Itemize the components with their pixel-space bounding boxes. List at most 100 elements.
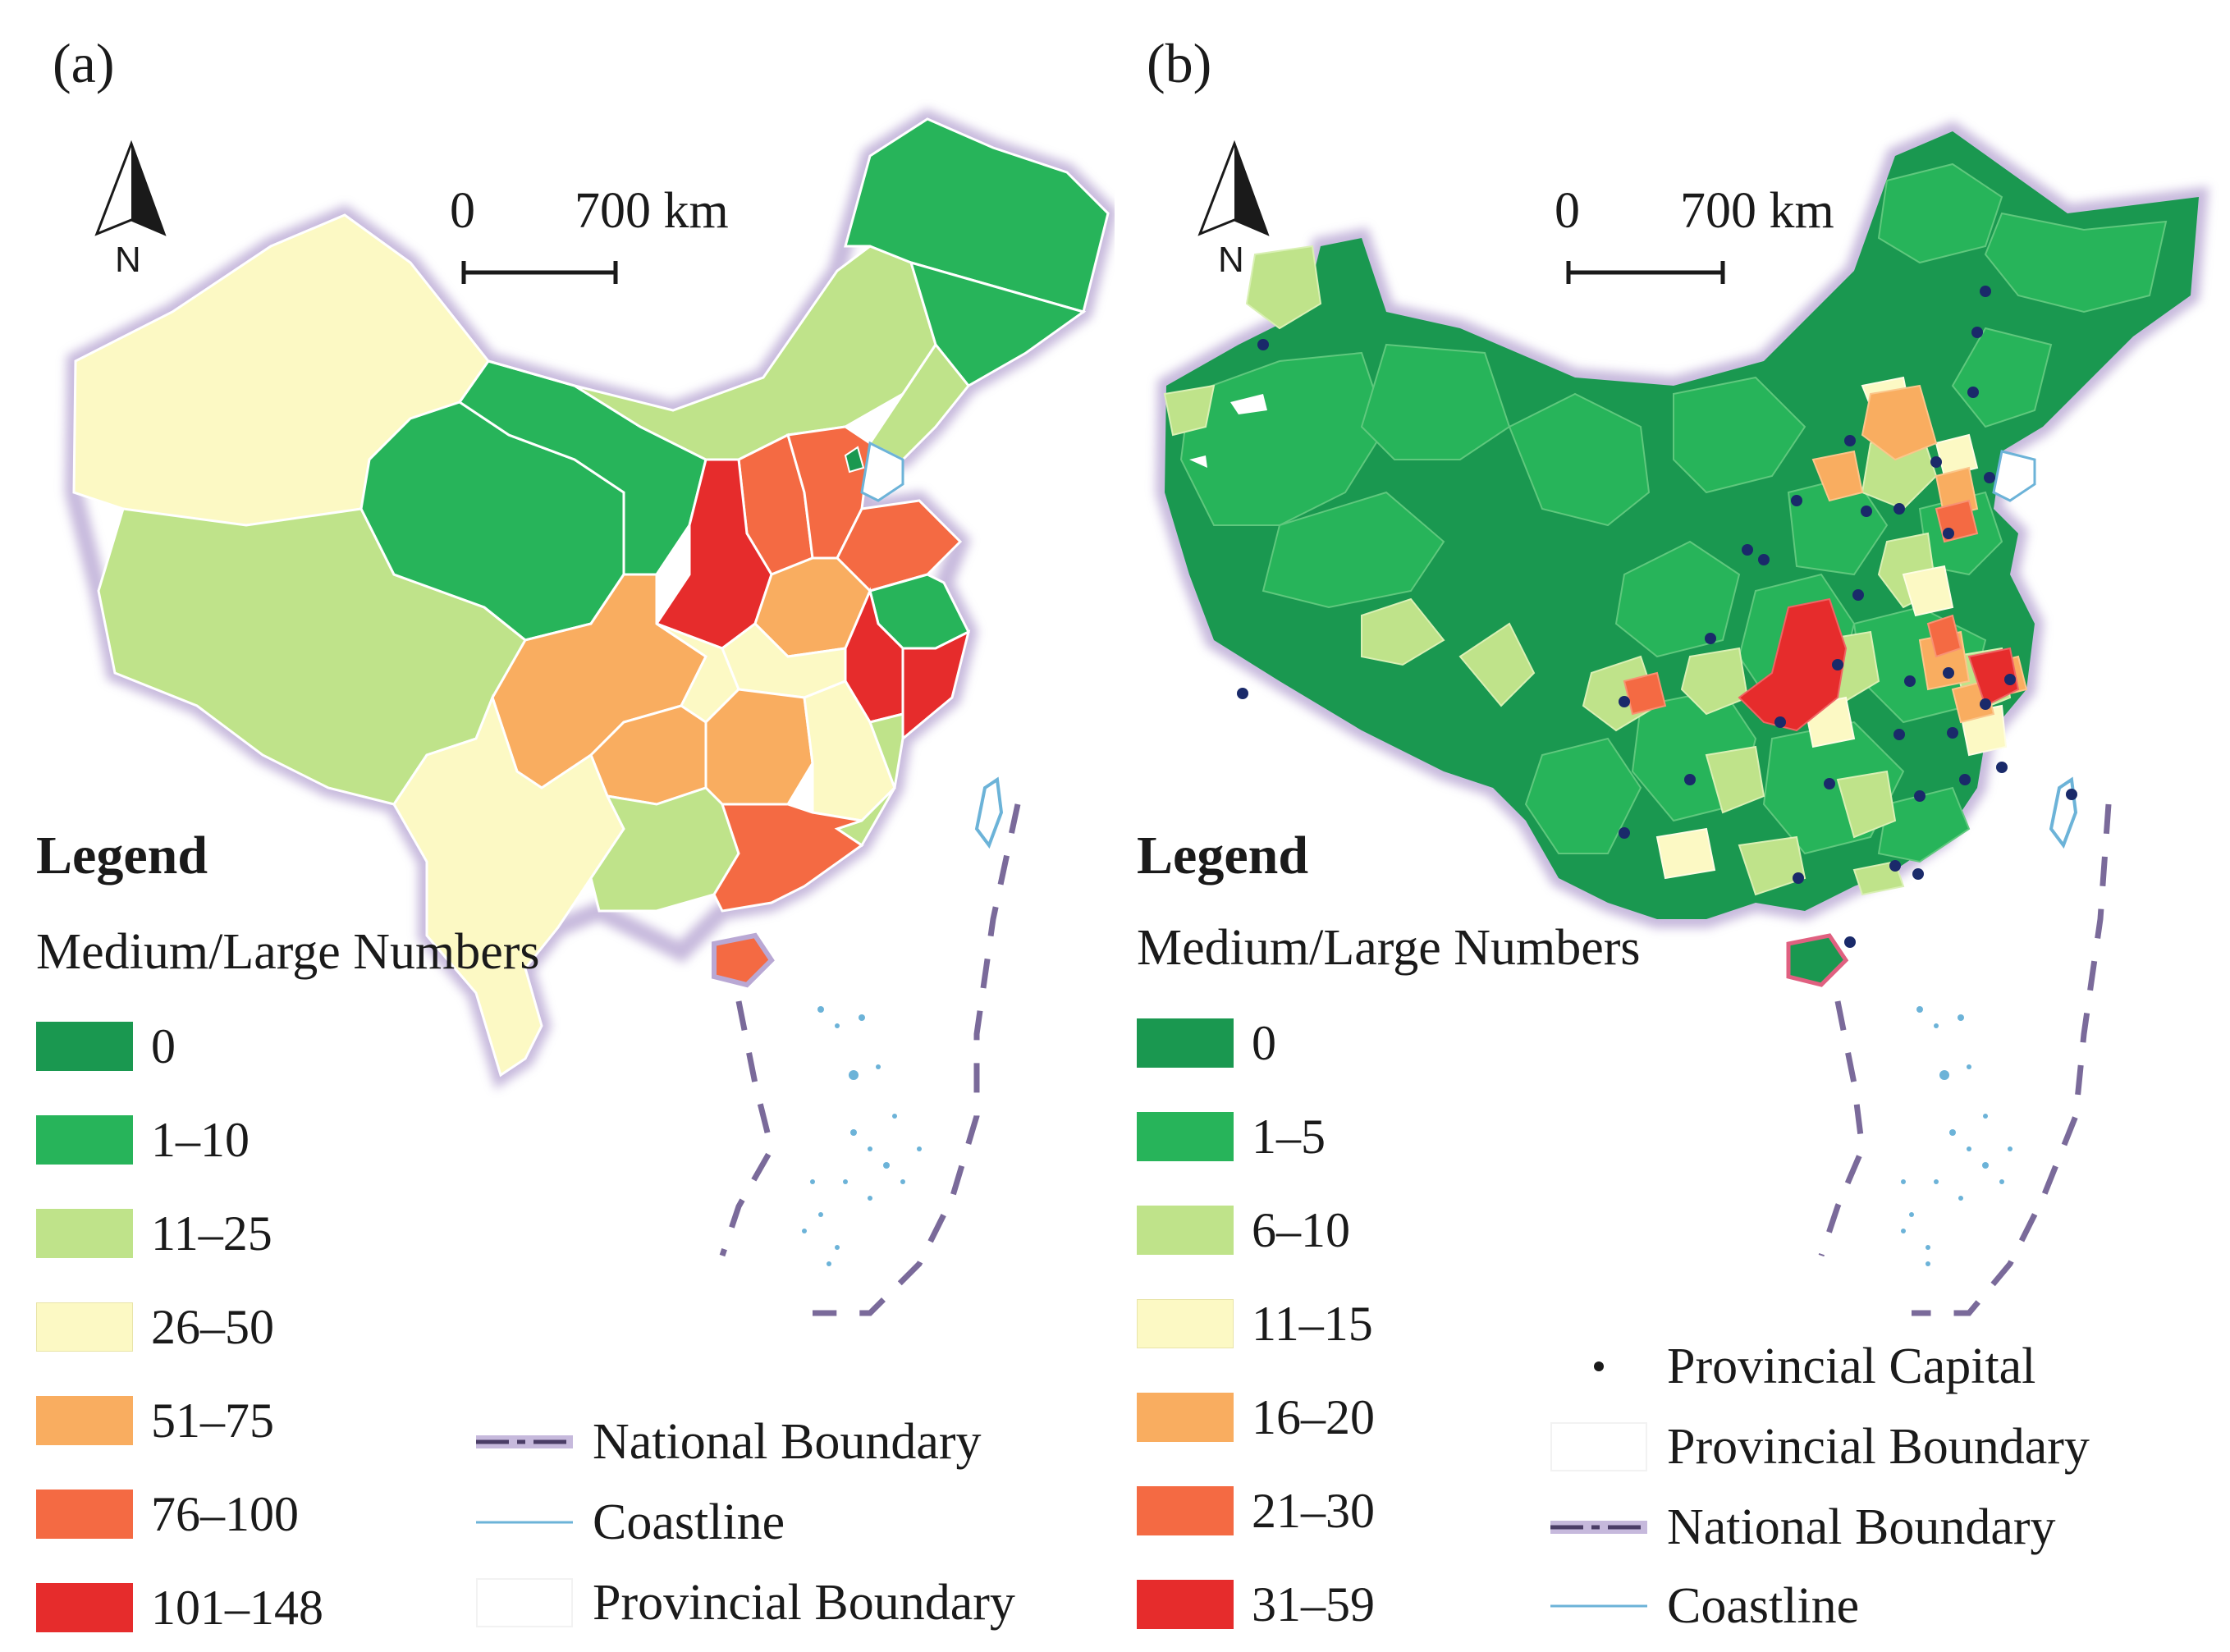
legend-class-3: 11–15 bbox=[1137, 1296, 1373, 1351]
north-label: N bbox=[1218, 240, 1244, 280]
province-map bbox=[64, 108, 1115, 1316]
legend-symbol-coastline: Coastline bbox=[476, 1494, 785, 1551]
bohai-sea bbox=[860, 441, 904, 502]
panel-a: (a) bbox=[36, 32, 1115, 1635]
hainan bbox=[1786, 933, 1849, 987]
legend-swatch bbox=[36, 1583, 133, 1632]
panel-label: (a) bbox=[53, 32, 115, 94]
legend-class-1: 1–5 bbox=[1137, 1109, 1326, 1164]
legend-class-0: 0 bbox=[36, 1018, 176, 1073]
legend-title: Legend bbox=[36, 826, 208, 885]
legend-class-label: 101–148 bbox=[151, 1580, 323, 1635]
legend-swatch bbox=[1137, 1112, 1234, 1161]
legend-class-label: 51–75 bbox=[151, 1393, 274, 1448]
provincial-capitals bbox=[1237, 286, 2077, 948]
lakes bbox=[1189, 394, 1267, 468]
legend-class-4: 16–20 bbox=[1137, 1389, 1375, 1444]
regions-31-59 bbox=[1738, 597, 2020, 732]
legend-class-label: 0 bbox=[1252, 1015, 1276, 1070]
south-sea-islands bbox=[1901, 1006, 2012, 1266]
legend-title: Legend bbox=[1137, 826, 1309, 885]
legend-class-label: 76–100 bbox=[151, 1486, 299, 1541]
regions-1-5 bbox=[1179, 162, 2168, 863]
north-arrow-icon bbox=[1197, 140, 1270, 236]
north-label: N bbox=[115, 240, 141, 280]
legend-swatch bbox=[1137, 1393, 1234, 1442]
legend-swatch bbox=[36, 1302, 133, 1352]
taiwan bbox=[974, 776, 1004, 849]
legend-swatch bbox=[36, 1396, 133, 1445]
legend-swatch bbox=[36, 1490, 133, 1539]
scale-bar bbox=[461, 261, 618, 284]
provincial-boundary-icon bbox=[476, 1578, 573, 1627]
scale-zero: 0 bbox=[450, 183, 475, 239]
national-boundary-icon bbox=[476, 1435, 573, 1448]
south-china-sea-boundary bbox=[719, 803, 1021, 1316]
legend-class-5: 21–30 bbox=[1137, 1484, 1375, 1538]
legend-symbol-coastline: Coastline bbox=[1550, 1577, 1859, 1635]
legend-class-6: 31–59 bbox=[1137, 1576, 1375, 1631]
legend-class-label: 11–25 bbox=[151, 1206, 272, 1261]
legend-symbol-label: Provincial Boundary bbox=[1667, 1418, 2090, 1475]
panel-label: (b) bbox=[1147, 32, 1212, 94]
legend-class-label: 21–30 bbox=[1252, 1483, 1375, 1538]
legend-symbol-label: National Boundary bbox=[1667, 1499, 2056, 1555]
legend-symbol-national-boundary: National Boundary bbox=[1550, 1499, 2056, 1556]
legend-class-label: 1–10 bbox=[151, 1112, 250, 1167]
legend-symbol-label: National Boundary bbox=[593, 1413, 982, 1470]
legend-class-label: 0 bbox=[151, 1018, 176, 1073]
legend-class-0: 0 bbox=[1137, 1015, 1276, 1070]
scale-max: 700 km bbox=[575, 183, 729, 239]
legend-symbol-provincial-capital: Provincial Capital bbox=[1550, 1338, 2035, 1395]
coastline-icon bbox=[1550, 1604, 1647, 1608]
legend-symbol-label: Coastline bbox=[593, 1494, 785, 1550]
national-boundary-icon bbox=[1550, 1521, 1647, 1534]
legend-symbol-label: Provincial Boundary bbox=[593, 1574, 1015, 1631]
legend-class-label: 26–50 bbox=[151, 1299, 274, 1354]
legend-class-3: 26–50 bbox=[36, 1300, 274, 1354]
legend-swatch bbox=[1137, 1486, 1234, 1535]
panel-b: (b) bbox=[1115, 0, 2230, 1652]
legend-swatch bbox=[1137, 1299, 1234, 1348]
scale-zero: 0 bbox=[1555, 183, 1580, 239]
north-arrow-icon bbox=[94, 140, 167, 236]
legend-class-label: 6–10 bbox=[1252, 1202, 1350, 1257]
coastline-icon bbox=[476, 1521, 573, 1524]
legend-swatch bbox=[1137, 1018, 1234, 1068]
legend-symbol-provincial-boundary: Provincial Boundary bbox=[476, 1574, 1015, 1631]
south-sea-islands bbox=[802, 1006, 922, 1266]
scale-max: 700 km bbox=[1680, 183, 1834, 239]
legend-symbol-national-boundary: National Boundary bbox=[476, 1413, 982, 1471]
province-hunan bbox=[704, 688, 814, 806]
legend-swatch bbox=[1137, 1206, 1234, 1255]
legend-swatch bbox=[36, 1209, 133, 1258]
legend-swatch bbox=[36, 1115, 133, 1165]
legend-class-2: 6–10 bbox=[1137, 1202, 1350, 1257]
province-guangdong bbox=[712, 803, 864, 913]
province-hainan bbox=[712, 932, 775, 988]
legend-swatch bbox=[36, 1022, 133, 1071]
legend-class-5: 76–100 bbox=[36, 1486, 299, 1541]
legend-class-1: 1–10 bbox=[36, 1113, 250, 1167]
province-yunnan bbox=[392, 693, 625, 1078]
legend-symbol-label: Coastline bbox=[1667, 1577, 1860, 1634]
legend-subtitle: Medium/Large Numbers bbox=[1137, 920, 1641, 976]
legend-class-label: 16–20 bbox=[1252, 1389, 1375, 1444]
provincial-boundary-icon bbox=[1550, 1422, 1647, 1471]
legend-class-label: 1–5 bbox=[1252, 1109, 1326, 1164]
south-china-sea-boundary bbox=[1818, 803, 2112, 1316]
scale-bar bbox=[1566, 261, 1725, 284]
legend-class-label: 31–59 bbox=[1252, 1576, 1375, 1631]
legend-swatch bbox=[1137, 1580, 1234, 1629]
legend-symbol-label: Provincial Capital bbox=[1667, 1338, 2036, 1394]
legend-class-2: 11–25 bbox=[36, 1206, 272, 1261]
legend-subtitle: Medium/Large Numbers bbox=[36, 924, 540, 980]
legend-class-4: 51–75 bbox=[36, 1393, 274, 1448]
city-map bbox=[1155, 121, 2209, 1316]
provincial-capital-icon bbox=[1594, 1361, 1604, 1371]
legend-class-6: 101–148 bbox=[36, 1580, 323, 1635]
bohai-sea bbox=[1992, 450, 2036, 502]
region-base bbox=[1165, 131, 2199, 919]
legend-class-label: 11–15 bbox=[1252, 1296, 1373, 1351]
province-tianjin bbox=[844, 446, 865, 474]
